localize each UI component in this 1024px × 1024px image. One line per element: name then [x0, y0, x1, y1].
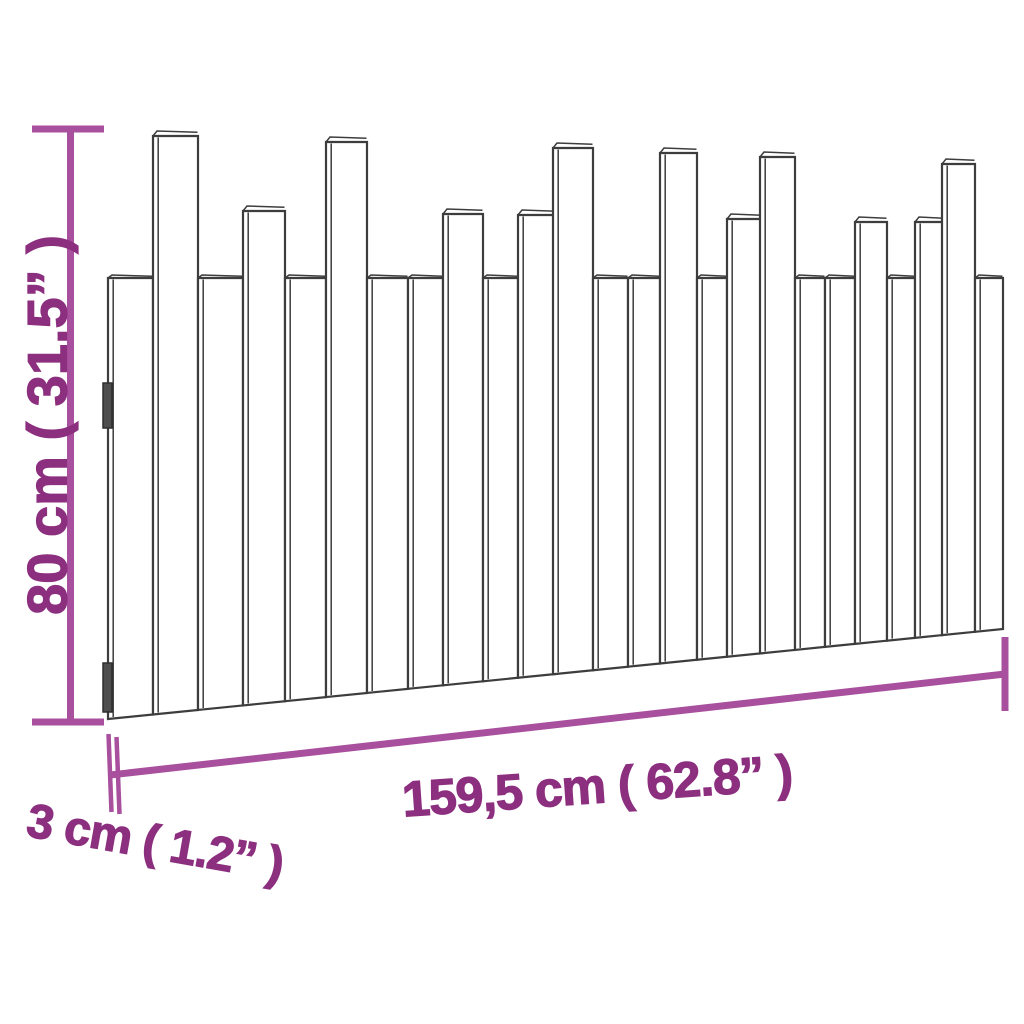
slat-top-face-edge: [284, 274, 326, 279]
headboard-slat: [151, 134, 200, 716]
headboard-slat: [196, 276, 245, 712]
slat-top-face-edge: [366, 274, 408, 279]
headboard-slat: [973, 276, 1005, 634]
headboard-slat: [324, 140, 369, 699]
headboard-slat: [106, 276, 155, 721]
slat-top-face-edge: [517, 209, 557, 216]
slat-top-face-edge: [886, 274, 915, 279]
slat-top-face-edge: [659, 147, 697, 154]
headboard-slat: [241, 209, 287, 707]
headboard-slat: [365, 276, 410, 695]
slat-top-face-edge: [407, 274, 443, 279]
depth-dimension-cap: [106, 733, 114, 813]
headboard-slat: [913, 220, 946, 640]
slat-top-face-edge: [824, 274, 855, 279]
depth-dimension-cap: [114, 736, 122, 815]
slat-top-face-edge: [794, 274, 825, 279]
headboard-slat: [885, 276, 917, 642]
slat-top-face-edge: [854, 216, 887, 223]
slat-top-face-edge: [627, 274, 660, 279]
slat-top-face-edge: [197, 274, 243, 279]
slat-top-face-edge: [242, 205, 285, 212]
slat-top-face-edge: [152, 130, 198, 137]
slat-top-face-edge: [482, 274, 518, 279]
slat-top-face-edge: [107, 274, 153, 279]
headboard-slat: [551, 146, 595, 676]
slat-top-face-edge: [759, 151, 795, 158]
slat-top-face-edge: [726, 213, 762, 220]
slat-top-face-edge: [941, 158, 975, 165]
headboard-slat: [441, 212, 485, 687]
height-dimension-label: 80 cm ( 31.5” ): [15, 235, 79, 616]
headboard-slat: [283, 276, 328, 703]
slat-top-face-edge: [442, 208, 483, 215]
wall-bracket: [102, 662, 113, 713]
slat-top-face-edge: [325, 136, 367, 143]
slat-top-face-edge: [914, 216, 944, 223]
width-dimension-line: [109, 670, 1006, 779]
wall-bracket: [102, 382, 113, 429]
slat-top-face-edge: [592, 274, 628, 279]
slat-top-face-edge: [974, 274, 1003, 279]
slat-top-face-edge: [552, 142, 593, 149]
slat-top-face-edge: [696, 274, 727, 279]
